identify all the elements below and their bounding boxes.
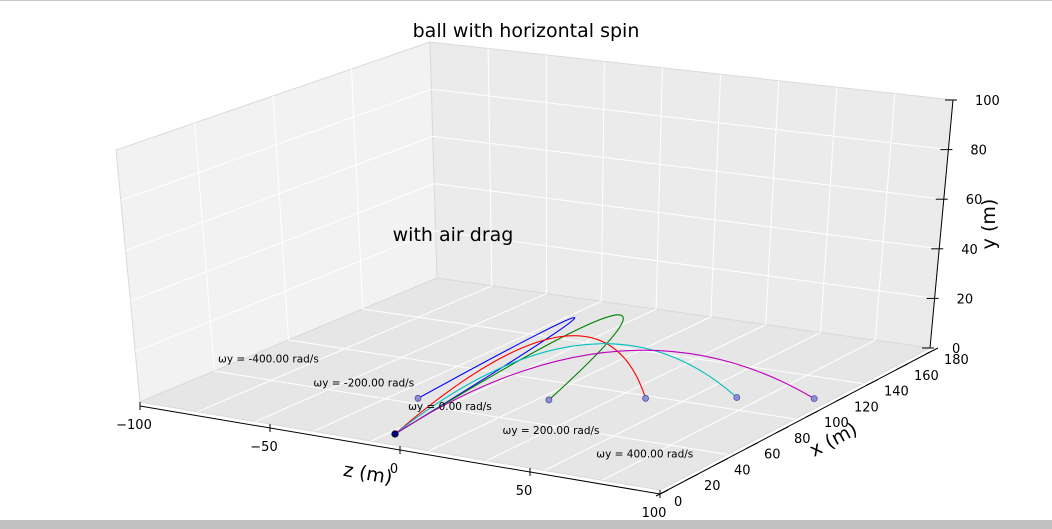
trajectory-line [394, 314, 624, 435]
grid-line-back-x [600, 61, 605, 302]
series-label: ωy = 200.00 rad/s [503, 425, 600, 437]
x-tick-label: 160 [914, 369, 939, 384]
x-tick [805, 410, 819, 418]
x-tick [835, 394, 849, 402]
trajectory-line [394, 349, 815, 435]
trajectory-line [394, 343, 738, 435]
chart-title: ball with horizontal spin [413, 20, 640, 42]
grid-line-side-z [351, 68, 364, 310]
y-tick-label: 40 [961, 243, 978, 258]
grid-lines [120, 48, 949, 481]
x-tick [745, 442, 759, 450]
grid-line-floor-z [288, 339, 796, 420]
trajectory-line [394, 317, 576, 435]
y-tick-label: 60 [966, 193, 983, 208]
chart-annotation: with air drag [393, 224, 514, 246]
x-tick-label: 80 [794, 432, 811, 447]
series-label: ωy = 400.00 rad/s [596, 449, 693, 461]
grid-line-back-x [710, 74, 722, 317]
grid-line-back-x [655, 67, 663, 310]
x-tick [655, 489, 669, 497]
grid-line-floor-z [214, 370, 728, 455]
z-tick-label: −100 [116, 418, 152, 433]
x-tick-label: 140 [884, 385, 909, 400]
grid-line-side-z [194, 122, 215, 372]
grid-line-back-x [487, 48, 493, 286]
x-tick [775, 426, 789, 434]
trajectories [394, 314, 815, 435]
x-tick [895, 363, 909, 371]
y-tick-label: 20 [957, 292, 974, 307]
grid-line-back-y [434, 183, 940, 250]
launch-marker [391, 430, 399, 438]
x-tick [715, 457, 729, 465]
z-tick-label: 100 [642, 506, 667, 520]
tick-labels: −100−50050100020406080100120140160180020… [116, 94, 1000, 520]
grid-line-back-y [432, 135, 944, 200]
markers [391, 394, 818, 438]
grid-line-back-y [431, 88, 949, 151]
series-label: ωy = -400.00 rad/s [218, 354, 319, 366]
series-label: ωy = 0.00 rad/s [408, 401, 492, 413]
grid-line-back-x [874, 93, 896, 341]
window-bottom-bar [0, 520, 1052, 529]
series-label: ωy = -200.00 rad/s [313, 377, 414, 389]
z-axis-label: z (m) [342, 459, 394, 489]
x-tick-label: 120 [854, 400, 879, 415]
landing-marker [810, 395, 818, 403]
landing-marker [733, 394, 741, 401]
z-tick-label: 50 [516, 484, 533, 499]
landing-marker [642, 394, 649, 402]
landing-marker [545, 396, 553, 404]
y-axis-label: y (m) [978, 199, 1000, 250]
grid-line-back-y [435, 230, 935, 299]
x-tick [685, 473, 699, 481]
grid-line-back-x [765, 80, 780, 325]
y-tick-label: 80 [970, 144, 987, 159]
y-tick-label: 100 [975, 94, 1000, 109]
x-tick-label: 40 [734, 463, 751, 478]
x-tick-label: 60 [764, 448, 781, 463]
trajectory-line [394, 335, 647, 435]
z-tick-label: −50 [250, 440, 277, 455]
grid-line-floor-z [362, 308, 863, 384]
x-tick-label: 180 [944, 353, 969, 368]
x-tick-label: 0 [674, 495, 682, 510]
grid-line-back-x [819, 87, 838, 333]
window-top-border [0, 0, 1052, 1]
x-tick [865, 379, 879, 387]
x-tick-label: 20 [704, 479, 721, 494]
grid-line-side-z [272, 95, 289, 341]
y-tick-label: 0 [952, 342, 960, 357]
x-tick-label: 100 [824, 416, 849, 431]
landing-marker [414, 394, 422, 402]
z-tick-label: 0 [390, 462, 398, 477]
x-tick [925, 347, 939, 355]
axis-ticks [139, 99, 957, 498]
series-labels: ωy = -400.00 rad/s ωy = -200.00 rad/s ωy =… [218, 354, 693, 461]
